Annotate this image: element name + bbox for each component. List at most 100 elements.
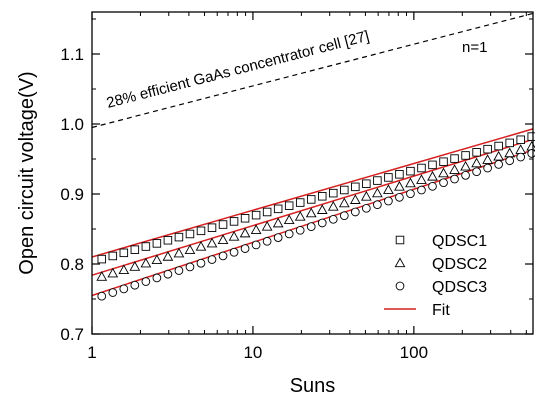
qdsc2-point — [416, 174, 427, 184]
qdsc2-point — [305, 207, 317, 218]
qdsc1-point — [505, 138, 514, 148]
qdsc3-point — [174, 266, 184, 275]
y-tick-label: 1.0 — [60, 115, 84, 134]
qdsc1-point — [262, 207, 272, 217]
qdsc2-point — [96, 271, 108, 281]
reference-dashed-line — [91, 12, 534, 129]
qdsc3-point — [505, 156, 515, 166]
legend-label: Fit — [432, 302, 450, 319]
qdsc1-point — [395, 170, 404, 179]
qdsc3-point — [339, 211, 349, 220]
qdsc1-point — [207, 223, 217, 232]
qdsc2-point — [151, 254, 163, 265]
qdsc3-point — [406, 189, 415, 199]
legend-label: QDSC3 — [432, 279, 487, 296]
qdsc3-point — [439, 178, 448, 188]
qdsc1-point — [174, 232, 184, 242]
qdsc1-point — [527, 132, 535, 141]
qdsc1-point — [218, 220, 228, 229]
qdsc1-point — [406, 166, 415, 176]
qdsc3-point — [362, 203, 371, 213]
qdsc2-point — [184, 244, 196, 255]
qdsc2-point — [338, 197, 350, 208]
qdsc2-point — [217, 234, 229, 245]
qdsc1-point — [240, 214, 250, 223]
qdsc1-point — [318, 192, 327, 201]
fit-line — [91, 138, 534, 276]
qdsc3-point — [417, 185, 426, 195]
qdsc3-point — [196, 258, 206, 268]
qdsc1-point — [185, 229, 195, 239]
qdsc3-point — [240, 244, 250, 253]
qdsc3-point — [306, 222, 316, 231]
qdsc3-point — [185, 262, 195, 272]
qdsc1-point — [384, 173, 393, 182]
qdsc3-point — [152, 273, 162, 283]
qdsc2-point — [515, 144, 527, 154]
qdsc2-point — [482, 154, 493, 164]
qdsc3-point — [483, 163, 492, 173]
fit-line — [91, 128, 534, 258]
qdsc3-point — [472, 167, 481, 177]
qdsc2-point — [162, 251, 174, 261]
qdsc2-point — [283, 214, 295, 224]
qdsc2-point — [272, 217, 284, 228]
qdsc1-point — [130, 245, 140, 254]
plot-frame — [91, 11, 534, 335]
qdsc3-point — [384, 196, 393, 206]
y-tick-label: 0.9 — [60, 185, 84, 204]
qdsc3-point — [108, 288, 118, 297]
qdsc3-point — [328, 214, 338, 224]
qdsc1-point — [450, 154, 459, 163]
qdsc3-point — [97, 291, 107, 301]
qdsc2-point — [493, 150, 505, 161]
qdsc3-point — [350, 207, 360, 217]
qdsc3-point — [130, 280, 140, 290]
qdsc1-point — [417, 163, 426, 173]
qdsc1-point — [152, 239, 162, 248]
y-tick-label: 1.1 — [60, 45, 84, 64]
qdsc1-point — [97, 254, 107, 264]
qdsc1-point — [119, 248, 129, 258]
qdsc3-point — [273, 233, 283, 242]
y-tick-label: 0.7 — [60, 325, 84, 344]
qdsc1-point — [472, 148, 481, 157]
qdsc2-point — [449, 164, 460, 174]
qdsc2-point — [118, 264, 130, 275]
qdsc2-point — [526, 140, 535, 151]
qdsc3-point — [450, 174, 459, 184]
qdsc2-point — [438, 167, 449, 178]
qdsc1-point — [428, 160, 437, 170]
qdsc1-point — [141, 242, 151, 251]
qdsc3-point — [207, 255, 217, 264]
qdsc2-point — [129, 261, 141, 271]
legend-label: QDSC2 — [432, 256, 487, 273]
qdsc2-point — [250, 224, 262, 234]
qdsc1-point — [362, 179, 371, 188]
qdsc2-point — [173, 247, 185, 258]
x-axis-title: Suns — [290, 375, 336, 397]
qdsc2-point — [228, 231, 240, 241]
qdsc2-point — [427, 170, 438, 181]
qdsc1-point — [196, 226, 206, 236]
qdsc2-point — [405, 177, 416, 188]
qdsc2-point — [383, 184, 394, 194]
qdsc3-point — [461, 171, 470, 180]
qdsc3-point — [395, 192, 404, 202]
qdsc2-point — [261, 220, 273, 231]
qdsc1-point — [373, 176, 382, 185]
qdsc2-point — [504, 147, 516, 158]
qdsc3-point — [262, 236, 272, 246]
qdsc3-point — [527, 149, 535, 158]
qdsc2-point — [206, 237, 218, 248]
qdsc2-point — [460, 160, 471, 171]
qdsc1-point — [329, 188, 338, 198]
legend-label: QDSC1 — [432, 233, 487, 250]
qdsc2-point — [140, 257, 152, 268]
qdsc1-point — [483, 144, 492, 154]
qdsc1-point — [340, 185, 349, 195]
qdsc3-point — [284, 229, 294, 239]
qdsc2-point — [349, 194, 361, 204]
qdsc1-point — [284, 201, 294, 210]
